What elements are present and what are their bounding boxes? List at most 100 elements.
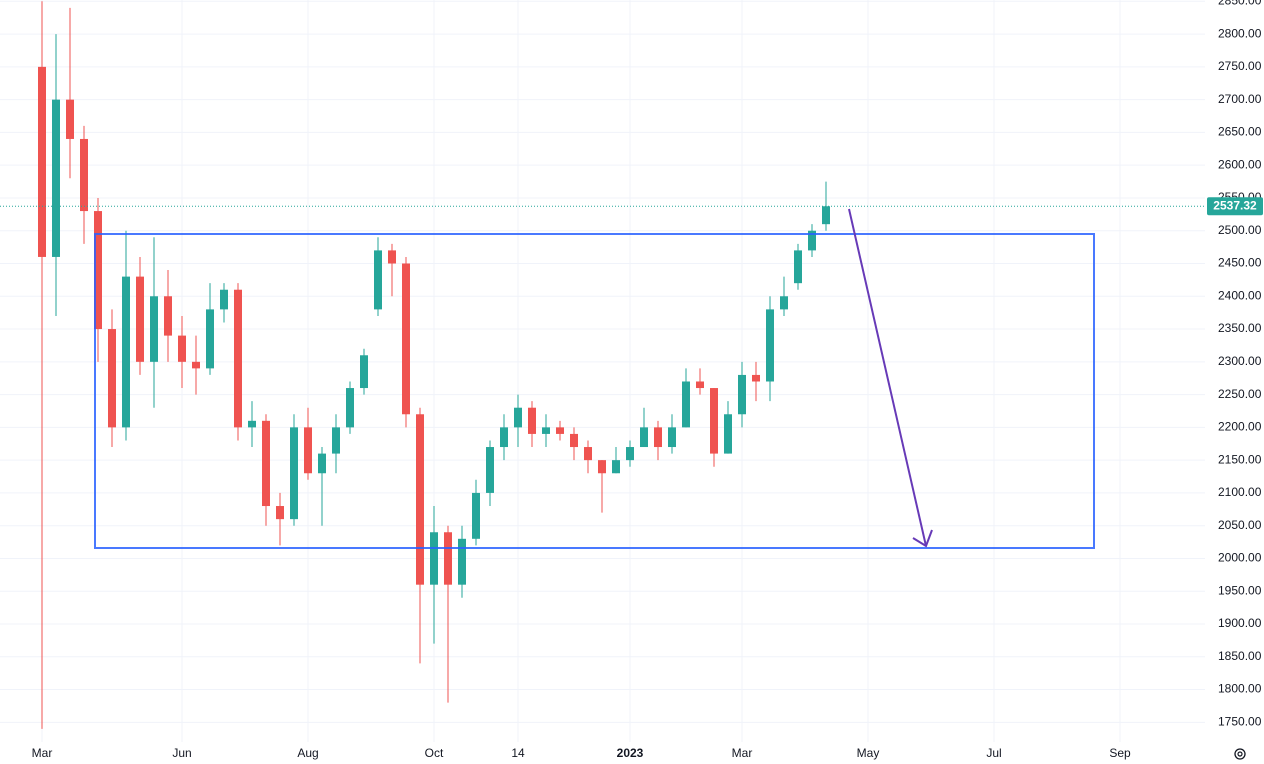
y-tick-label: 2650.00 bbox=[1218, 125, 1262, 139]
candle-body bbox=[752, 374, 760, 382]
candle-body bbox=[696, 381, 704, 389]
axes: 1750.00 1800.00 1850.00 1900.00 1950.00 2000.… bbox=[32, 0, 1263, 760]
x-tick-label: May bbox=[857, 746, 880, 760]
gear[interactable] bbox=[1234, 748, 1246, 760]
candle-body bbox=[500, 427, 508, 448]
settings-icon[interactable] bbox=[1234, 748, 1246, 760]
candle-body bbox=[402, 263, 410, 415]
y-tick-label: 2100.00 bbox=[1218, 485, 1262, 499]
y-tick-label: 2500.00 bbox=[1218, 223, 1262, 237]
x-tick-label: Sep bbox=[1109, 746, 1131, 760]
candle-body bbox=[262, 420, 270, 507]
candle-body bbox=[556, 427, 564, 434]
y-tick-label: 2350.00 bbox=[1218, 321, 1262, 335]
y-tick-label: 2200.00 bbox=[1218, 420, 1262, 434]
candle-body bbox=[388, 250, 396, 264]
x-tick-label: 2023 bbox=[617, 746, 644, 760]
y-tick-label: 2150.00 bbox=[1218, 452, 1262, 466]
candle-body bbox=[108, 329, 116, 428]
y-tick-label: 1800.00 bbox=[1218, 682, 1262, 696]
y-tick-label: 2750.00 bbox=[1218, 59, 1262, 73]
candle-body bbox=[724, 414, 732, 454]
candle-body bbox=[542, 427, 550, 434]
x-tick-label: Aug bbox=[297, 746, 318, 760]
y-tick-label: 2000.00 bbox=[1218, 551, 1262, 565]
y-tick-label: 2300.00 bbox=[1218, 354, 1262, 368]
y-tick-label: 2250.00 bbox=[1218, 387, 1262, 401]
trend-arrow bbox=[848, 208, 927, 547]
candle-body bbox=[304, 427, 312, 474]
arrow-head bbox=[912, 529, 933, 548]
candle-body bbox=[220, 289, 228, 310]
candle-body bbox=[94, 211, 102, 330]
candle-body bbox=[570, 433, 578, 448]
candle-body bbox=[486, 447, 494, 493]
x-tick-label: Mar bbox=[732, 746, 753, 760]
y-tick-label: 2600.00 bbox=[1218, 157, 1262, 171]
candle-body bbox=[346, 388, 354, 428]
y-tick-label: 2850.00 bbox=[1218, 0, 1262, 7]
candle-body bbox=[374, 250, 382, 310]
candle-body bbox=[38, 66, 46, 257]
candles bbox=[0, 1, 1205, 729]
x-tick-label: Jun bbox=[172, 746, 191, 760]
candle-body bbox=[794, 250, 802, 284]
y-tick-label: 2400.00 bbox=[1218, 288, 1262, 302]
candle-body bbox=[822, 206, 830, 225]
last-price-badge bbox=[1207, 197, 1263, 216]
candle-body bbox=[598, 460, 606, 474]
candle-body bbox=[430, 532, 438, 585]
y-tick-label: 2450.00 bbox=[1218, 256, 1262, 270]
candle-body bbox=[668, 427, 676, 448]
x-tick-label: Oct bbox=[425, 746, 444, 760]
grid bbox=[0, 0, 1205, 742]
candle-body bbox=[318, 453, 326, 474]
candle-body bbox=[710, 388, 718, 454]
x-tick-label: Mar bbox=[32, 746, 53, 760]
candle-body bbox=[416, 414, 424, 585]
candle-body bbox=[248, 420, 256, 428]
candle-body bbox=[150, 296, 158, 362]
candle-body bbox=[654, 427, 662, 448]
candle-body bbox=[640, 427, 648, 448]
y-tick-label: 2800.00 bbox=[1218, 26, 1262, 40]
candle-body bbox=[444, 532, 452, 585]
candle-body bbox=[80, 138, 88, 212]
y-tick-label: 1900.00 bbox=[1218, 616, 1262, 630]
candle-body bbox=[472, 492, 480, 539]
candle-body bbox=[458, 538, 466, 585]
y-tick-label: 2700.00 bbox=[1218, 92, 1262, 106]
candle-body bbox=[178, 335, 186, 362]
candle-body bbox=[122, 276, 130, 428]
y-tick-label: 1750.00 bbox=[1218, 715, 1262, 729]
candle-body bbox=[276, 506, 284, 520]
candle-body bbox=[584, 447, 592, 461]
last-price-label: 2537.32 bbox=[1213, 198, 1257, 212]
candle-body bbox=[136, 276, 144, 362]
candle-body bbox=[626, 447, 634, 461]
drawings bbox=[94, 208, 1095, 549]
candle-body bbox=[52, 99, 60, 257]
candle-body bbox=[66, 99, 74, 139]
candle-body bbox=[192, 361, 200, 369]
gear-center[interactable] bbox=[1237, 751, 1243, 757]
y-tick-label: 2050.00 bbox=[1218, 518, 1262, 532]
candle-body bbox=[738, 374, 746, 415]
candle-body bbox=[514, 407, 522, 428]
candle-body bbox=[360, 355, 368, 389]
x-tick-label: Jul bbox=[986, 746, 1001, 760]
candle-body bbox=[528, 407, 536, 434]
candle-body bbox=[808, 230, 816, 251]
candle-body bbox=[780, 296, 788, 310]
candle-body bbox=[682, 381, 690, 428]
candle-body bbox=[206, 309, 214, 369]
x-tick-label: 14 bbox=[511, 746, 525, 760]
y-tick-label: 1850.00 bbox=[1218, 649, 1262, 663]
candle-body bbox=[332, 427, 340, 454]
candle-body bbox=[234, 289, 242, 428]
candle-body bbox=[290, 427, 298, 520]
y-tick-label: 1950.00 bbox=[1218, 583, 1262, 597]
candle-body bbox=[612, 460, 620, 474]
